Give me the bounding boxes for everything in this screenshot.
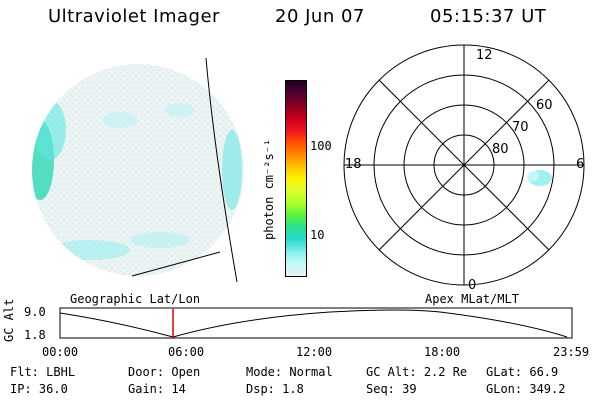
colorbar-tick-10: 10 [310,228,325,242]
status-ip: IP: 36.0 [10,382,68,396]
mlt-label-6: 6 [576,157,584,172]
mlt-label-0: 0 [468,278,476,293]
mlt-label-18: 18 [345,157,362,172]
terminator-line [205,57,238,283]
mlt-label-12: 12 [476,48,493,63]
date-label: 20 Jun 07 [275,6,365,27]
limb-line [131,251,221,277]
status-mode: Mode: Normal [246,365,333,379]
status-seq: Seq: 39 [366,382,417,396]
instrument-title: Ultraviolet Imager [48,6,220,27]
status-door: Door: Open [128,365,201,379]
timeline-right-title: Apex MLat/MLT [425,292,519,306]
timeline-y-high: 9.0 [24,305,46,319]
status-gc-alt: GC Alt: 2.2 Re [366,365,468,379]
x-tick-0600: 06:00 [168,345,205,359]
status-glat: GLat: 66.9 [486,365,559,379]
x-tick-0000: 00:00 [42,345,79,359]
time-label: 05:15:37 UT [430,6,547,27]
status-gain: Gain: 14 [128,382,186,396]
timeline-left-title: Geographic Lat/Lon [70,292,201,306]
lat-label-80: 80 [492,142,509,157]
lat-label-70: 70 [512,120,529,135]
status-glon: GLon: 349.2 [486,382,566,396]
status-flt: Flt: LBHL [10,365,76,379]
colorbar-tick-100: 100 [310,139,332,153]
x-tick-1800: 18:00 [424,345,461,359]
timeline-y-low: 1.8 [24,328,46,342]
status-dsp: Dsp: 1.8 [246,382,304,396]
x-tick-2359: 23:59 [553,345,590,359]
x-tick-1200: 12:00 [296,345,333,359]
lat-label-60: 60 [536,98,553,113]
colorbar [285,80,307,277]
